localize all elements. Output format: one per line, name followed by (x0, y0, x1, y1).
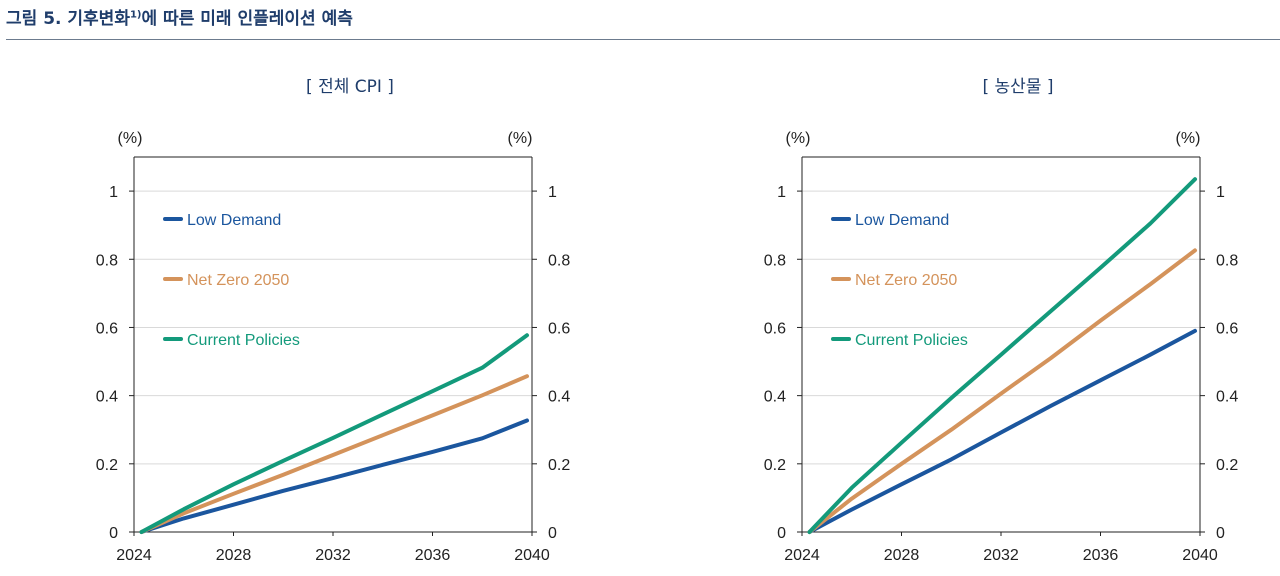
x-tick-label: 2040 (1182, 547, 1218, 564)
legend-label: Current Policies (855, 332, 968, 349)
title-divider (6, 39, 1280, 40)
legend-label: Current Policies (187, 332, 300, 349)
left-y-tick-label: 0.4 (764, 389, 786, 406)
x-tick-label: 2040 (514, 547, 550, 564)
left-y-tick-label: 0 (109, 525, 118, 542)
right-y-tick-label: 1 (1216, 184, 1225, 201)
x-tick-label: 2028 (216, 547, 252, 564)
series-line-current-policies (807, 177, 1197, 534)
series-line-net-zero-2050 (807, 248, 1197, 534)
figure-title-prefix: 그림 5. 기후변화 (6, 9, 130, 29)
chart-svg-agri: 0 0 0.2 0.2 0.4 0.4 0.6 0.6 0.8 0.8 1 1 (%) (%) 2024 20… (764, 130, 1239, 564)
series-line-current-policies (139, 333, 529, 534)
legend-label: Net Zero 2050 (855, 272, 957, 289)
right-y-tick-label: 1 (548, 184, 557, 201)
right-y-tick-label: 0.2 (548, 457, 570, 474)
right-y-unit: (%) (1176, 130, 1201, 147)
left-y-tick-label: 0.6 (96, 320, 118, 337)
series-line-low-demand (139, 418, 529, 534)
left-y-tick-label: 0.6 (764, 320, 786, 337)
left-y-tick-label: 0.8 (764, 252, 786, 269)
left-y-tick-label: 0.2 (96, 457, 118, 474)
x-tick-label: 2032 (315, 547, 351, 564)
legend-label: Low Demand (855, 212, 949, 229)
left-y-tick-label: 0 (777, 525, 786, 542)
legend-label: Net Zero 2050 (187, 272, 289, 289)
chart-title: [ 농산물 ] (982, 77, 1054, 97)
left-y-tick-label: 1 (109, 184, 118, 201)
x-tick-label: 2024 (784, 547, 820, 564)
x-tick-label: 2032 (983, 547, 1019, 564)
x-tick-label: 2036 (1083, 547, 1119, 564)
right-y-tick-label: 0 (548, 525, 557, 542)
figure-title: 그림 5. 기후변화1)에 따른 미래 인플레이션 예측 (6, 4, 353, 29)
right-y-unit: (%) (508, 130, 533, 147)
right-y-tick-label: 0 (1216, 525, 1225, 542)
x-tick-label: 2024 (116, 547, 152, 564)
right-y-tick-label: 0.4 (1216, 389, 1238, 406)
left-y-tick-label: 0.4 (96, 389, 118, 406)
series-line-net-zero-2050 (139, 374, 529, 534)
left-y-tick-label: 0.8 (96, 252, 118, 269)
left-y-unit: (%) (786, 130, 811, 147)
x-tick-label: 2036 (415, 547, 451, 564)
left-y-tick-label: 0.2 (764, 457, 786, 474)
legend-label: Low Demand (187, 212, 281, 229)
left-y-unit: (%) (118, 130, 143, 147)
chart-panel-cpi: [ 전체 CPI ] 0 0 0.2 0.2 0.4 0.4 0.6 0.6 0.8 0.8 1 1 (… (70, 40, 630, 576)
chart-panel-agri: [ 농산물 ] 0 0 0.2 0.2 0.4 0.4 0.6 0.6 0.8 0.8 1 1 (%) (… (738, 40, 1280, 576)
right-y-tick-label: 0.6 (548, 320, 570, 337)
figure-title-suffix: 에 따른 미래 인플레이션 예측 (141, 9, 353, 29)
chart-title: [ 전체 CPI ] (306, 77, 394, 97)
right-y-tick-label: 0.8 (548, 252, 570, 269)
right-y-tick-label: 0.6 (1216, 320, 1238, 337)
left-y-tick-label: 1 (777, 184, 786, 201)
right-y-tick-label: 0.4 (548, 389, 570, 406)
x-tick-label: 2028 (884, 547, 920, 564)
figure-title-footnote: 1) (129, 9, 142, 21)
series-line-low-demand (807, 328, 1197, 534)
right-y-tick-label: 0.8 (1216, 252, 1238, 269)
chart-svg-cpi: 0 0 0.2 0.2 0.4 0.4 0.6 0.6 0.8 0.8 1 1 (%) (%) 2024 20… (96, 130, 571, 564)
right-y-tick-label: 0.2 (1216, 457, 1238, 474)
